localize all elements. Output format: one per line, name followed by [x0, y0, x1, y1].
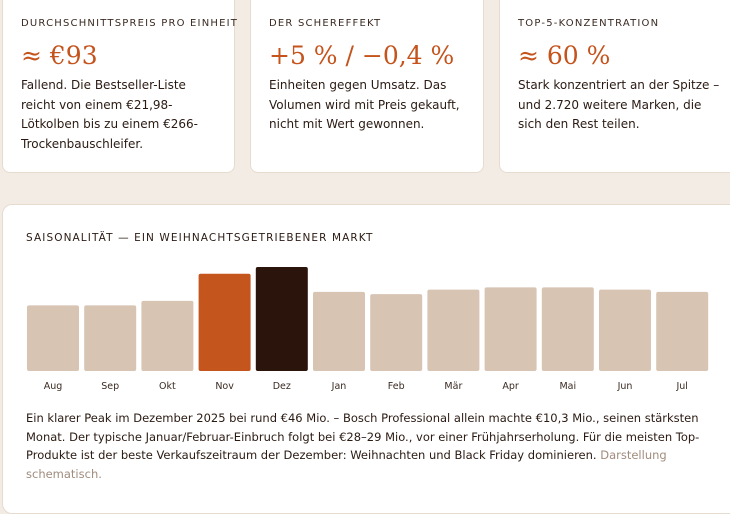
- bar-jan: [313, 291, 365, 371]
- caption-text: Ein klarer Peak im Dezember 2025 bei run…: [26, 411, 700, 463]
- tick-label-okt: Okt: [159, 381, 176, 392]
- chart-title: SAISONALITÄT — EIN WEIHNACHTSGETRIEBENER…: [26, 232, 374, 244]
- stat-description: Einheiten gegen Umsatz. Das Volumen wird…: [269, 78, 460, 131]
- bar-feb: [370, 294, 423, 371]
- tick-label-mär: Mär: [444, 381, 462, 392]
- bar-jul: [656, 291, 709, 371]
- stat-card-avg-price: DURCHSCHNITTSPREIS PRO EINHEIT ≈ €93 Fal…: [2, 0, 239, 173]
- bar-aug: [27, 305, 79, 371]
- stat-kicker: DER SCHEREFFEKT: [269, 18, 382, 29]
- chart-caption: Ein klarer Peak im Dezember 2025 bei run…: [26, 409, 706, 484]
- tick-label-mai: Mai: [559, 381, 576, 392]
- stat-value: +5 % / −0,4 %: [269, 41, 455, 70]
- stat-kicker: TOP-5-KONZENTRATION: [518, 18, 660, 29]
- stat-card-top5-concentration: TOP-5-KONZENTRATION ≈ 60 % Stark konzent…: [499, 0, 730, 173]
- bar-jun: [599, 289, 651, 371]
- bar-dez: [255, 267, 308, 371]
- tick-label-dez: Dez: [273, 381, 291, 392]
- tick-label-sep: Sep: [101, 381, 119, 392]
- seasonality-panel: SAISONALITÄT — EIN WEIHNACHTSGETRIEBENER…: [2, 204, 730, 514]
- bar-mai: [541, 287, 594, 371]
- tick-label-feb: Feb: [388, 381, 405, 392]
- bar-sep: [84, 305, 137, 371]
- stat-description: Fallend. Die Bestseller-Liste reicht von…: [21, 78, 198, 151]
- tick-label-jun: Jun: [617, 381, 633, 392]
- stat-card-scissor-effect: DER SCHEREFFEKT +5 % / −0,4 % Einheiten …: [250, 0, 484, 173]
- tick-label-jul: Jul: [675, 381, 687, 392]
- tick-label-nov: Nov: [215, 381, 234, 392]
- stat-kicker: DURCHSCHNITTSPREIS PRO EINHEIT: [21, 18, 239, 29]
- bar-nov: [198, 273, 251, 371]
- bar-apr: [484, 287, 537, 371]
- bar-okt: [141, 300, 194, 371]
- stat-description: Stark konzentriert an der Spitze – und 2…: [518, 78, 720, 131]
- stat-value: ≈ 60 %: [518, 41, 611, 70]
- tick-label-jan: Jan: [331, 381, 347, 392]
- caption-note: Darstellung schematisch.: [26, 448, 667, 482]
- stat-value: ≈ €93: [21, 41, 98, 70]
- tick-label-apr: Apr: [502, 381, 519, 392]
- bar-mär: [427, 289, 480, 371]
- tick-label-aug: Aug: [44, 381, 63, 392]
- seasonality-bar-chart: Aug Sep Okt Nov Dez Jan Feb Mär Apr Mai Jun Jul: [27, 267, 709, 392]
